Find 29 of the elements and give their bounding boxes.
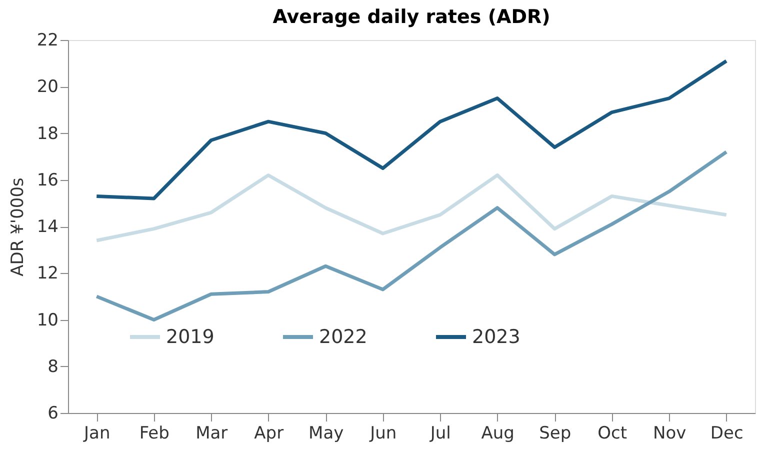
y-tick-label: 14	[36, 217, 58, 237]
x-tick-label: Mar	[196, 424, 228, 444]
legend-label: 2019	[166, 326, 214, 348]
x-tick-label: Jan	[83, 424, 110, 444]
legend-label: 2023	[472, 326, 520, 348]
y-tick-label: 18	[36, 124, 58, 144]
x-tick-label: Feb	[139, 424, 170, 444]
x-tick-label: Apr	[254, 424, 284, 444]
x-tick-label: Oct	[598, 424, 628, 444]
legend-label: 2022	[319, 326, 368, 348]
x-tick-label: May	[308, 424, 344, 444]
x-tick-label: Sep	[539, 424, 572, 444]
x-tick-label: Dec	[710, 424, 744, 444]
x-tick-label: Jun	[369, 424, 397, 444]
x-tick-label: Jul	[429, 424, 451, 444]
y-tick-label: 16	[36, 170, 58, 190]
y-tick-label: 10	[36, 310, 58, 330]
y-axis-title: ADR ¥'000s	[8, 177, 28, 276]
y-tick-label: 6	[48, 404, 58, 424]
line-series	[94, 173, 728, 242]
line-series	[94, 59, 728, 200]
y-tick-label: 20	[36, 77, 58, 98]
x-tick-label: Aug	[481, 424, 514, 444]
x-tick-label: Nov	[653, 424, 686, 444]
line-series	[94, 150, 728, 322]
y-tick-label: 22	[36, 30, 58, 50]
y-tick-label: 12	[36, 264, 58, 284]
y-tick-label: 8	[48, 356, 58, 377]
chart-title: Average daily rates (ADR)	[272, 6, 550, 28]
